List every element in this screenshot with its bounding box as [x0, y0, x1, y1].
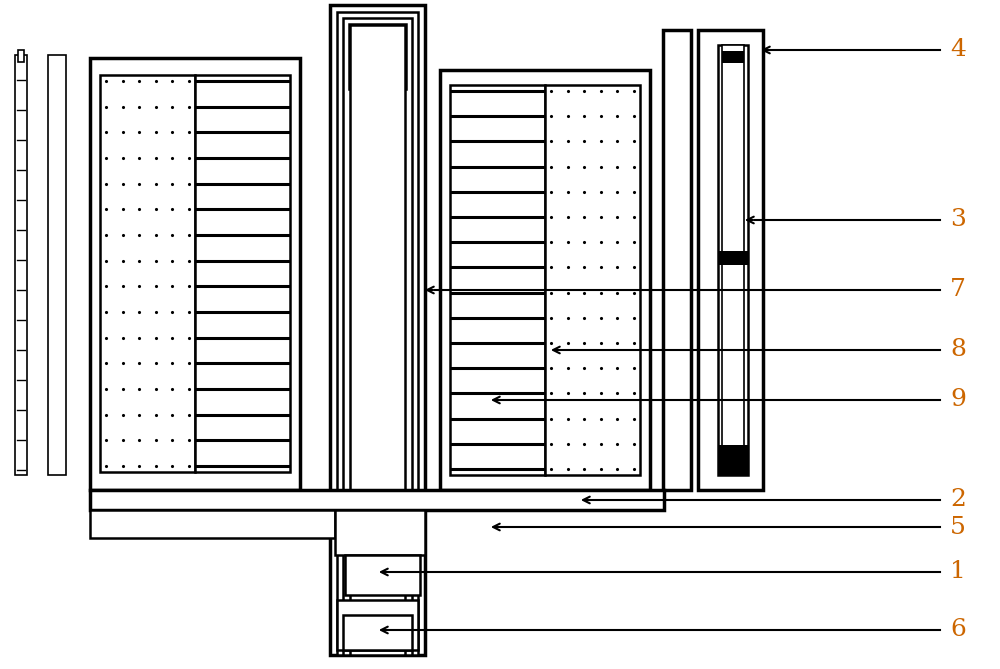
Bar [343, 18, 412, 655]
Bar [350, 25, 405, 655]
Bar [330, 5, 425, 655]
Text: 6: 6 [950, 619, 966, 642]
Bar [349, 24, 406, 89]
Bar [90, 490, 664, 510]
Text: 9: 9 [950, 389, 966, 411]
Text: 2: 2 [950, 488, 966, 512]
Bar [545, 85, 640, 475]
Text: 7: 7 [950, 278, 966, 302]
Bar [718, 251, 748, 265]
Bar [100, 75, 195, 472]
Bar [15, 55, 27, 475]
Bar [440, 70, 650, 490]
Bar [718, 445, 748, 475]
Bar [698, 30, 763, 490]
Bar [90, 58, 300, 490]
Bar [718, 45, 748, 475]
Bar [335, 510, 425, 555]
Text: 1: 1 [950, 561, 966, 583]
Bar [450, 85, 545, 475]
Text: 4: 4 [950, 39, 966, 62]
Text: 3: 3 [950, 209, 966, 231]
Bar [722, 51, 744, 63]
Bar [195, 75, 290, 472]
Bar [722, 45, 744, 475]
Text: 5: 5 [950, 516, 966, 539]
Bar [90, 510, 335, 538]
Text: 8: 8 [950, 339, 966, 361]
Bar [663, 30, 691, 490]
Bar [337, 12, 418, 655]
Bar [343, 615, 412, 650]
Bar [345, 555, 420, 595]
Bar [337, 600, 418, 650]
Bar [18, 50, 24, 62]
Bar [48, 55, 66, 475]
